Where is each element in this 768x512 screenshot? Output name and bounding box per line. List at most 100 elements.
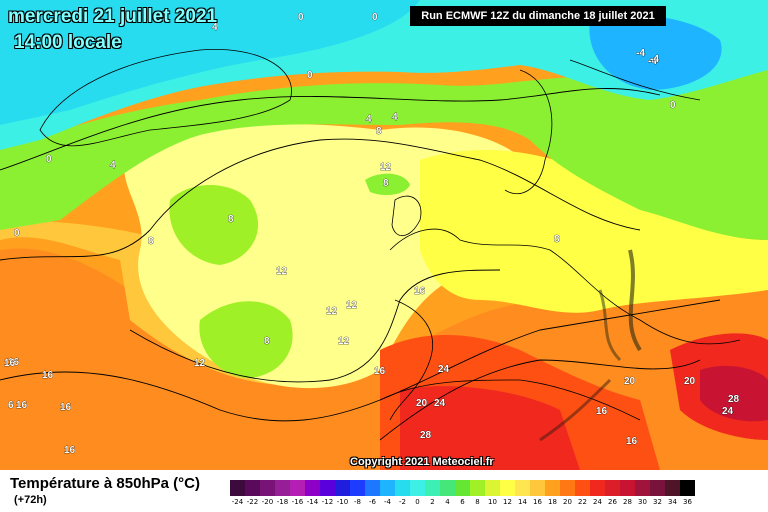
contour-value-label: 0 [46,154,52,165]
scale-tick-label: 14 [518,498,527,506]
contour-value-label: 4 [212,22,218,33]
forecast-date: mercredi 21 juillet 2021 [8,6,218,27]
scale-tick-label: -12 [321,498,334,506]
greenland-coast [39,48,292,147]
scale-swatch [605,480,620,496]
scale-swatch [515,480,530,496]
scale-tick-label: 18 [548,498,557,506]
scale-swatch [230,480,245,496]
scale-swatch [395,480,410,496]
cold-patch-east [589,15,722,90]
scale-swatch [440,480,455,496]
legend-subtitle: (+72h) [14,494,47,506]
scale-tick-label: 2 [430,498,435,506]
scale-swatch [275,480,290,496]
contour-value-label: 16 [60,402,72,413]
scale-swatch [575,480,590,496]
scale-tick-label: 32 [653,498,662,506]
scale-swatch [425,480,440,496]
cool-patch-uk [365,173,410,196]
scale-swatch [335,480,350,496]
contour-value-label: -4 [636,48,645,59]
contour-value-label: 16 [8,357,20,368]
convection-streak-2 [598,289,622,362]
cool-patch-south [199,301,293,378]
scale-swatch [410,480,425,496]
convection-streak-1 [628,249,642,352]
contour-value-label: 12 [276,266,288,277]
contour-value-label: 0 [298,12,304,23]
contour-value-label: 16 [414,286,426,297]
scale-swatch [320,480,335,496]
model-run-info: Run ECMWF 12Z du dimanche 18 juillet 202… [410,6,666,26]
scale-tick-label: 26 [608,498,617,506]
scale-tick-label: 20 [563,498,572,506]
contour-value-label: 12 [326,306,338,317]
contour-value-label: 4 [366,114,372,125]
scale-tick-label: 4 [445,498,450,506]
scandinavia-coast [504,59,701,195]
contour-value-label: 8 [148,236,154,247]
isotherm-4 [0,88,661,171]
contour-value-label: 20 [684,376,696,387]
scale-tick-label: -8 [354,498,361,506]
scale-tick-label: -10 [336,498,349,506]
contour-value-label: 28 [420,430,432,441]
contour-value-label: 0 [14,228,20,239]
contour-value-label: 20 [624,376,636,387]
scale-swatch [455,480,470,496]
scale-tick-label: -14 [306,498,319,506]
scale-swatch [650,480,665,496]
contour-value-label: 8 [554,234,560,245]
scale-tick-label: 34 [668,498,677,506]
scale-swatch [530,480,545,496]
contour-value-label: 16 [42,370,54,381]
scale-tick-label: 12 [503,498,512,506]
legend-panel: Température à 850hPa (°C) (+72h) -24 -22-… [0,470,768,512]
temp-band-8 [0,70,768,240]
contour-value-label: 0 [372,12,378,23]
scale-tick-label: 8 [475,498,480,506]
scale-swatch [485,480,500,496]
scale-swatch [545,480,560,496]
scale-swatch [365,480,380,496]
contour-value-label: 12 [194,358,206,369]
isotherm-8 [0,138,641,261]
contour-value-label: 4 [392,112,398,123]
legend-title: Température à 850hPa (°C) [10,475,200,492]
contour-value-label: 8 [228,214,234,225]
contour-value-label: 8 [376,126,382,137]
scale-swatch [500,480,515,496]
contour-value-label: 0 [670,100,676,111]
africa-coast [379,379,641,421]
convection-streak-3 [539,378,612,442]
contour-value-label: 16 [16,400,28,411]
scale-tick-label: -18 [276,498,289,506]
scale-swatch [290,480,305,496]
temp-band-12 [420,150,768,313]
scale-tick-label: 0 [415,498,420,506]
scale-swatch [560,480,575,496]
temp-band-minus4 [0,0,420,125]
contour-value-label: 12 [346,300,358,311]
scale-tick-label: -24 [231,498,244,506]
scale-tick-label: 28 [623,498,632,506]
contour-value-label: 28 [728,394,740,405]
scale-swatch [635,480,650,496]
scale-tick-label: 16 [533,498,542,506]
scale-tick-label: -2 [399,498,406,506]
scale-swatch [305,480,320,496]
scale-swatch [665,480,680,496]
europe-coast [389,228,741,421]
scale-swatch [350,480,365,496]
scale-tick-label: -6 [369,498,376,506]
scale-swatch [245,480,260,496]
contour-value-label: 8 [264,336,270,347]
contour-value-label: 16 [374,366,386,377]
scale-tick-label: 10 [488,498,497,506]
forecast-time: 14:00 locale [14,32,122,53]
scale-tick-label: -22 [246,498,259,506]
color-scale: -24 -22 -20 -18 -16 -14 -12 -10 -8 -6 -4 -2 0 2 4 6 8 10 1… [230,480,700,510]
contour-value-label: 24 [434,398,446,409]
